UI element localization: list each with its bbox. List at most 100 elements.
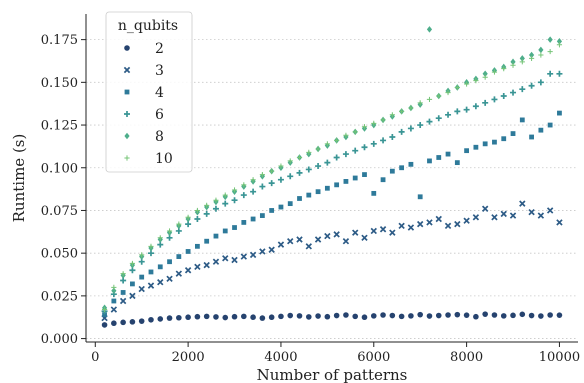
data-point	[232, 197, 238, 203]
data-point	[436, 115, 442, 121]
data-point	[529, 83, 535, 89]
data-point	[139, 275, 144, 280]
data-point	[260, 315, 266, 321]
data-point	[195, 264, 200, 269]
data-point	[250, 189, 256, 195]
y-tick-label: 0.175	[41, 33, 78, 48]
data-point	[483, 206, 488, 211]
data-point	[548, 36, 553, 43]
data-point	[278, 242, 283, 247]
data-point	[194, 216, 200, 222]
data-point	[288, 201, 293, 206]
data-point	[232, 314, 238, 320]
data-point	[445, 312, 451, 318]
data-point	[306, 244, 311, 249]
legend: n_qubits 2346810	[106, 12, 192, 172]
data-point	[176, 271, 181, 276]
data-point	[492, 312, 498, 318]
data-point	[362, 172, 367, 177]
data-point	[464, 218, 469, 223]
x-tick-label: 4000	[264, 350, 297, 365]
data-point	[287, 173, 293, 179]
data-point	[306, 193, 311, 198]
data-point	[241, 192, 247, 198]
data-point	[232, 257, 237, 262]
data-point	[501, 93, 507, 99]
data-point	[232, 225, 237, 230]
data-point	[297, 313, 303, 319]
data-point	[427, 97, 432, 102]
data-point	[279, 205, 284, 210]
data-point	[334, 138, 339, 143]
data-point	[343, 151, 349, 157]
data-point	[381, 177, 386, 182]
y-tick-label: 0.050	[41, 247, 78, 262]
data-point	[501, 136, 506, 141]
data-point	[102, 322, 108, 328]
data-point	[269, 180, 275, 186]
data-point	[389, 134, 395, 140]
data-point	[510, 313, 516, 319]
legend-marker	[125, 90, 130, 95]
legend-label: 2	[155, 41, 164, 57]
data-point	[510, 63, 515, 68]
data-point	[417, 122, 423, 128]
data-point	[380, 312, 386, 318]
data-point	[195, 314, 201, 320]
data-point	[324, 160, 330, 166]
data-point	[213, 259, 218, 264]
data-point	[417, 312, 423, 318]
data-point	[399, 314, 405, 320]
data-point	[399, 109, 404, 114]
y-tick-label: 0.000	[41, 332, 78, 347]
data-point	[334, 232, 339, 237]
data-point	[251, 217, 256, 222]
data-point	[510, 213, 515, 218]
data-point	[390, 313, 396, 319]
data-point	[492, 215, 497, 220]
data-point	[501, 211, 506, 216]
data-point	[491, 96, 497, 102]
data-point	[120, 320, 126, 326]
data-point	[455, 85, 460, 90]
data-point	[455, 222, 460, 227]
data-point	[288, 239, 293, 244]
data-point	[446, 152, 451, 157]
data-point	[325, 314, 331, 320]
data-point	[556, 71, 562, 77]
data-point	[343, 312, 349, 318]
data-point	[538, 213, 543, 218]
data-point	[408, 313, 414, 319]
data-point	[380, 117, 385, 122]
data-point	[269, 169, 274, 174]
data-point	[214, 234, 219, 239]
data-point	[306, 314, 312, 320]
series-2	[102, 311, 562, 327]
data-point	[241, 254, 246, 259]
data-point	[473, 145, 478, 150]
data-point	[538, 79, 544, 85]
data-point	[149, 270, 154, 275]
data-point	[148, 317, 154, 323]
data-point	[167, 315, 173, 321]
data-point	[492, 140, 497, 145]
data-point	[519, 86, 525, 92]
data-point	[130, 319, 136, 325]
data-point	[482, 311, 488, 317]
data-point	[399, 165, 404, 170]
data-point	[241, 220, 246, 225]
data-point	[418, 194, 423, 199]
data-point	[454, 108, 460, 114]
data-point	[158, 280, 163, 285]
data-point	[250, 314, 256, 320]
data-point	[287, 313, 293, 319]
data-point	[278, 177, 284, 183]
data-point	[362, 235, 367, 240]
data-point	[427, 313, 433, 319]
data-point	[409, 162, 414, 167]
data-point	[362, 314, 368, 320]
data-point	[427, 159, 432, 164]
data-point	[186, 268, 191, 273]
data-point	[316, 189, 321, 194]
